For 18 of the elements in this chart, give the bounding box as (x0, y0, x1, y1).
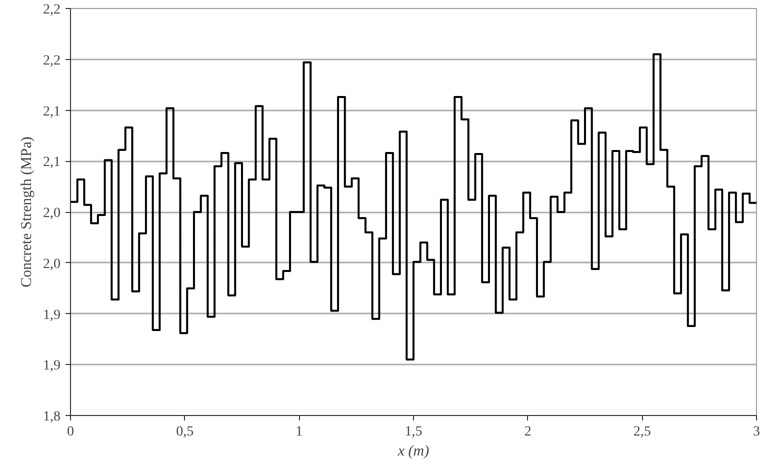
x-tick-label: 0,5 (176, 424, 194, 440)
y-tick-label: 2,0 (43, 206, 60, 221)
x-axis-title: x (m) (396, 444, 430, 460)
x-tick-label: 3 (753, 424, 760, 440)
y-tick-label: 1,9 (43, 358, 60, 374)
x-tick-label: 0 (67, 424, 74, 440)
x-tick-label: 2 (524, 424, 532, 440)
y-tick-label: 2,2 (43, 2, 60, 18)
x-tick-label: 2,5 (633, 424, 651, 440)
x-tick-label: 1,5 (404, 424, 422, 440)
y-axis-title: Concrete Strength (MPa) (19, 136, 35, 288)
y-tick-label: 2,1 (43, 155, 60, 170)
y-tick-label: 1,9 (43, 308, 60, 323)
y-tick-label: 2,1 (43, 104, 60, 120)
y-tick-label: 2,2 (43, 53, 60, 68)
y-tick-label: 1,8 (43, 410, 60, 424)
x-tick-label: 1 (296, 424, 303, 440)
y-tick-label: 2,0 (43, 256, 60, 272)
